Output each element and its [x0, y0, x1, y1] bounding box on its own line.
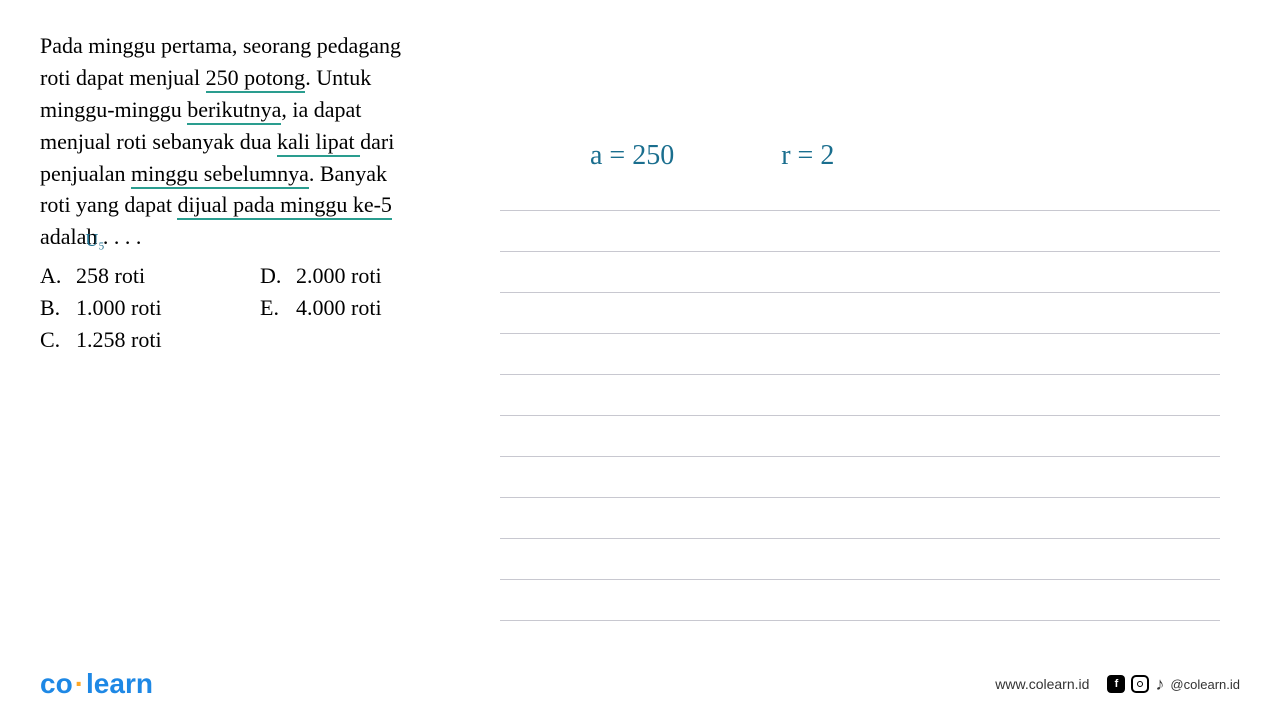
option-e-letter: E. — [260, 295, 296, 321]
q-line1: Pada minggu pertama, seorang pedagang — [40, 33, 401, 58]
q-line2a: roti dapat menjual — [40, 65, 206, 90]
q-line3-underline: berikutnya — [187, 97, 281, 125]
q-line5a: penjualan — [40, 161, 131, 186]
handwriting-a: a = 250 — [590, 140, 674, 171]
q-line6-underline: dijual pada minggu ke-5 — [177, 192, 391, 220]
logo: co·learn — [40, 668, 153, 700]
option-e: E. 4.000 roti — [260, 295, 480, 321]
q-line4a: menjual roti sebanyak dua — [40, 129, 277, 154]
q-line5-underline: minggu sebelumnya — [131, 161, 309, 189]
rule-line — [500, 292, 1220, 293]
q-line3a: minggu-minggu — [40, 97, 187, 122]
logo-co: co — [40, 668, 73, 699]
rule-line — [500, 251, 1220, 252]
option-e-text: 4.000 roti — [296, 295, 382, 321]
rule-line — [500, 579, 1220, 580]
facebook-icon: f — [1107, 675, 1125, 693]
rule-line — [500, 497, 1220, 498]
rule-line — [500, 415, 1220, 416]
q-line2-underline: 250 potong — [206, 65, 306, 93]
instagram-inner — [1137, 681, 1143, 687]
question-text: Pada minggu pertama, seorang pedagang ro… — [40, 30, 480, 253]
option-b-text: 1.000 roti — [76, 295, 162, 321]
footer: co·learn www.colearn.id f ♪ @colearn.id — [0, 668, 1280, 700]
option-d-text: 2.000 roti — [296, 263, 382, 289]
q-line5b: . Banyak — [309, 161, 387, 186]
option-a-letter: A. — [40, 263, 76, 289]
option-a: A. 258 roti — [40, 263, 260, 289]
options-grid: A. 258 roti D. 2.000 roti B. 1.000 roti … — [40, 263, 480, 353]
logo-dot: · — [75, 668, 84, 699]
rule-line — [500, 333, 1220, 334]
option-d-letter: D. — [260, 263, 296, 289]
q-line2b: . Untuk — [305, 65, 371, 90]
option-d: D. 2.000 roti — [260, 263, 480, 289]
content-area: Pada minggu pertama, seorang pedagang ro… — [0, 0, 1280, 640]
social-handle: @colearn.id — [1170, 677, 1240, 692]
social-icons: f ♪ @colearn.id — [1107, 675, 1240, 693]
tiktok-icon: ♪ — [1155, 675, 1164, 693]
footer-url: www.colearn.id — [995, 676, 1089, 692]
option-c-text: 1.258 roti — [76, 327, 162, 353]
question-column: Pada minggu pertama, seorang pedagang ro… — [40, 30, 500, 640]
rule-line — [500, 538, 1220, 539]
rule-line — [500, 620, 1220, 621]
option-c: C. 1.258 roti — [40, 327, 260, 353]
logo-learn: learn — [86, 668, 153, 699]
q-line3b: , ia dapat — [281, 97, 361, 122]
option-c-letter: C. — [40, 327, 76, 353]
handwriting-row: a = 250 r = 2 — [520, 140, 1240, 172]
option-b-letter: B. — [40, 295, 76, 321]
q-line4-underline: kali lipat — [277, 129, 360, 157]
option-a-text: 258 roti — [76, 263, 145, 289]
rule-line — [500, 210, 1220, 211]
footer-right: www.colearn.id f ♪ @colearn.id — [995, 675, 1240, 693]
instagram-icon — [1131, 675, 1149, 693]
rule-line — [500, 374, 1220, 375]
ruled-lines — [500, 210, 1220, 661]
q-line4b: dari — [360, 129, 394, 154]
annotation-u5: U₅ — [85, 227, 104, 253]
rule-line — [500, 456, 1220, 457]
q-line6a: roti yang dapat — [40, 192, 177, 217]
option-b: B. 1.000 roti — [40, 295, 260, 321]
handwriting-r: r = 2 — [781, 140, 834, 171]
work-column: a = 250 r = 2 — [500, 30, 1240, 640]
